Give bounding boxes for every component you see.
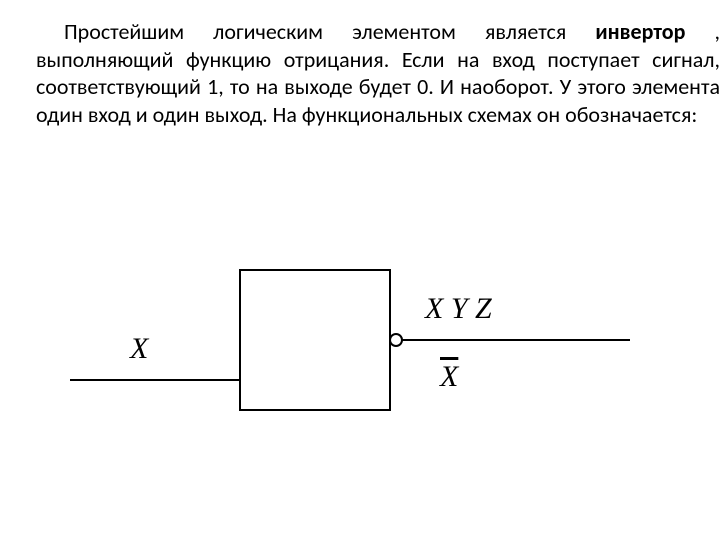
output-bottom-label: X (440, 360, 458, 394)
inverter-svg (70, 260, 650, 460)
inverter-diagram: X X Y Z X (70, 260, 650, 460)
para-part1: Простейшим логическим элементом является (64, 18, 595, 45)
inverter-box (240, 270, 390, 410)
output-top-label: X Y Z (425, 292, 492, 326)
description-paragraph: Простейшим логическим элементом является… (36, 18, 720, 128)
inversion-circle (390, 334, 402, 346)
para-bold: инвертор (595, 18, 685, 45)
input-label: X (130, 332, 148, 366)
